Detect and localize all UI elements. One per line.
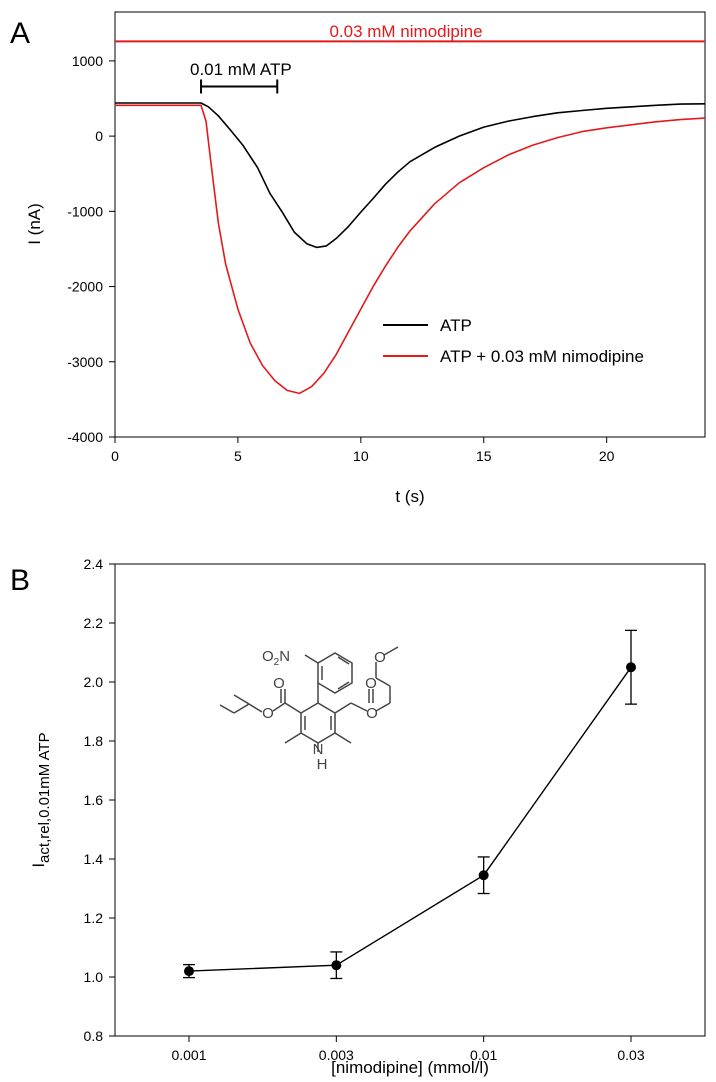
data-point (478, 870, 489, 881)
panel-b-x-tick-label: 0.003 (319, 1047, 354, 1063)
nh-h: H (317, 756, 328, 773)
structure-labels: O2N O O O O O N H (262, 648, 386, 773)
nitro-bond (304, 654, 319, 664)
panel-b-y-tick-label: 1.2 (84, 910, 104, 926)
ester-bond (272, 702, 286, 712)
panel-a-x-tick-label: 0 (111, 448, 119, 464)
panel-a-x-axis-label: t (s) (395, 487, 424, 506)
phenyl-ring (317, 652, 353, 694)
panel-a-y-tick-label: -1000 (67, 203, 103, 219)
atp-application-label: 0.01 mM ATP (190, 60, 292, 79)
legend-label-atp: ATP (440, 316, 472, 335)
panel-a-y-tick-label: -4000 (67, 429, 103, 445)
ester-o-right: O (366, 705, 378, 722)
panel-a-letter: A (10, 17, 30, 50)
ether-o: O (374, 649, 386, 666)
ester-bond (284, 702, 302, 714)
ester-bond (350, 702, 368, 712)
panel-a-y-tick-label: 0 (95, 128, 103, 144)
isopropyl-bond (233, 703, 250, 714)
nitro-label: O2N (262, 648, 290, 668)
methoxy-bond (383, 646, 399, 656)
ester-bond (334, 702, 352, 714)
panel-a-x-tick-label: 20 (599, 448, 615, 464)
nimodipine-application-label: 0.03 mM nimodipine (329, 22, 482, 41)
methyl-bond (284, 732, 302, 744)
panel-b-y-axis-label-subscript: act,rel,0.01mM ATP (36, 732, 53, 863)
panel-b-y-tick-label: 2.0 (84, 674, 104, 690)
panel-b-y-tick-label: 1.6 (84, 792, 104, 808)
panel-a-x-tick-label: 10 (353, 448, 369, 464)
panel-b-frame (114, 563, 706, 1037)
panel-a-x-tick-label: 5 (234, 448, 242, 464)
isopropyl-bond (219, 704, 235, 714)
panel-a-y-tick-label: -2000 (67, 279, 103, 295)
panel-a-y-tick-label: 1000 (72, 53, 103, 69)
panel-b-letter: B (10, 564, 30, 597)
panel-b-y-tick-label: 1.4 (84, 851, 104, 867)
dihydropyridine-ring (300, 702, 336, 744)
dose-response-line (188, 666, 632, 972)
atp-nimodipine-trace-line (115, 104, 706, 395)
atp-trace-line (115, 102, 706, 249)
methyl-bond (334, 732, 352, 744)
ester-bond (248, 703, 263, 713)
panel-b-y-axis-label-main: I (29, 863, 48, 868)
nimodipine-structure (219, 646, 399, 752)
panel-b-y-tick-label: 0.8 (84, 1028, 104, 1044)
panel-b-chart: 0.8 1.0 1.2 1.4 1.6 1.8 2.0 2.2 2.4 0.001 0.003 0.… (29, 556, 706, 1077)
data-point (331, 960, 342, 971)
nitro-n: N (279, 648, 290, 665)
panel-b-x-tick-label: 0.001 (171, 1047, 206, 1063)
panel-b-x-tick-label: 0.03 (617, 1047, 644, 1063)
panel-b-y-tick-label: 2.2 (84, 615, 104, 631)
panel-a-x-tick-label: 15 (476, 448, 492, 464)
ester-o-right-carbonyl: O (365, 675, 377, 692)
panel-b-x-axis-label: [nimodipine] (mmol/l) (331, 1058, 489, 1077)
panel-b-x-tick-label: 0.01 (470, 1047, 497, 1063)
panel-a-frame (114, 11, 706, 438)
panel-b-y-tick-label: 2.4 (84, 556, 104, 572)
nitro-subscript: 2 (274, 657, 280, 668)
panel-b-y-axis-label: Iact,rel,0.01mM ATP (29, 732, 53, 867)
panel-a-y-tick-label: -3000 (67, 354, 103, 370)
phenyl-double-bond (337, 656, 350, 665)
panel-a-y-axis-label: I (nA) (25, 203, 44, 245)
data-point (626, 662, 636, 673)
nitro-o: O (262, 648, 274, 665)
panel-b-y-tick-label: 1.8 (84, 733, 104, 749)
panel-b-y-tick-label: 1.0 (84, 969, 104, 985)
ester-o-left: O (262, 705, 274, 722)
isopropyl-bond (233, 694, 250, 705)
phenyl-double-bond (337, 681, 350, 690)
legend-label-nimodipine: ATP + 0.03 mM nimodipine (440, 347, 644, 366)
nh-n: N (313, 741, 324, 758)
ester-o-left-carbonyl: O (273, 675, 285, 692)
data-point (184, 966, 194, 977)
panel-a-chart: -4000 -3000 -2000 -1000 0 1000 0 5 10 15 20 0.01 … (25, 11, 706, 506)
ether-bond (375, 702, 391, 712)
ether-bond (375, 677, 391, 687)
